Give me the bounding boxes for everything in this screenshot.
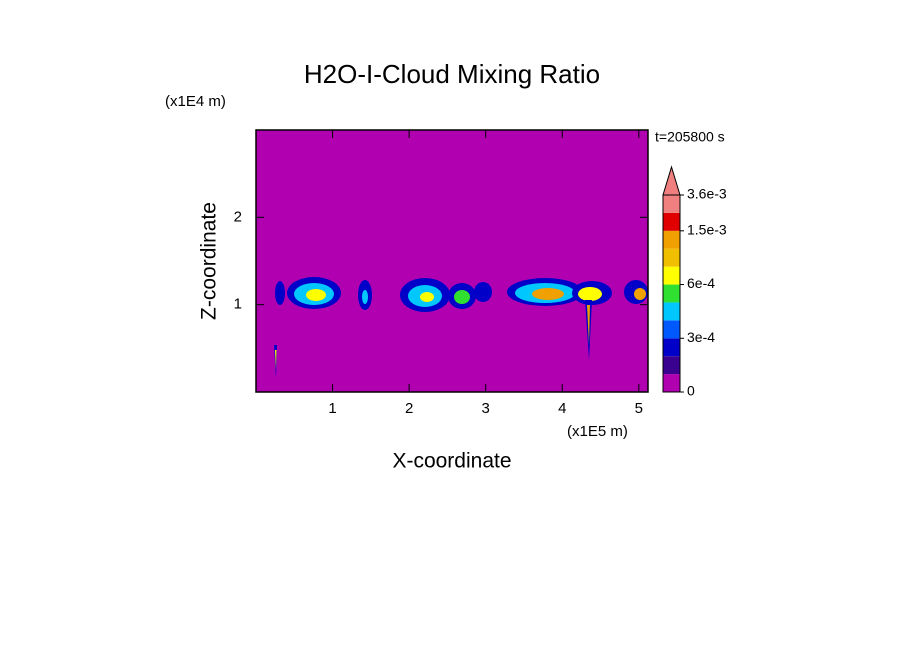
time-annotation: t=205800 s bbox=[655, 129, 725, 145]
colorbar-band bbox=[663, 248, 680, 267]
x-tick-label: 3 bbox=[482, 400, 490, 417]
x-unit: (x1E5 m) bbox=[567, 423, 628, 440]
x-tick-label: 1 bbox=[328, 400, 336, 417]
colorbar-band bbox=[663, 320, 680, 339]
colorbar-band bbox=[663, 212, 680, 231]
colorbar-band bbox=[663, 374, 680, 392]
colorbar-band bbox=[663, 284, 680, 303]
y-unit: (x1E4 m) bbox=[165, 93, 226, 110]
colorbar-tick-label: 0 bbox=[687, 383, 695, 399]
plot-frame bbox=[255, 129, 649, 393]
colorbar-band bbox=[663, 266, 680, 285]
y-tick-label: 1 bbox=[234, 296, 242, 313]
colorbar-tick-label: 6e-4 bbox=[687, 275, 715, 291]
chart-title: H2O-I-Cloud Mixing Ratio bbox=[304, 59, 600, 89]
colorbar-band bbox=[663, 356, 680, 375]
colorbar-band bbox=[663, 195, 680, 213]
colorbar-band bbox=[663, 338, 680, 357]
cloud-band bbox=[274, 277, 648, 378]
x-tick-label: 2 bbox=[405, 400, 413, 417]
colorbar-extension bbox=[662, 165, 681, 196]
y-tick-label: 2 bbox=[234, 208, 242, 225]
x-tick-label: 5 bbox=[635, 400, 643, 417]
colorbar-band bbox=[663, 302, 680, 321]
x-tick-label: 4 bbox=[558, 400, 566, 417]
x-axis-label: X-coordinate bbox=[392, 450, 511, 473]
colorbar-tick-label: 3.6e-3 bbox=[687, 186, 727, 202]
plot-background bbox=[256, 130, 648, 392]
colorbar-tick-label: 3e-4 bbox=[687, 329, 715, 345]
y-axis-label: Z-coordinate bbox=[198, 202, 221, 320]
cloud-features bbox=[274, 277, 648, 378]
colorbar-band bbox=[663, 230, 680, 249]
colorbar-tick-label: 1.5e-3 bbox=[687, 222, 727, 238]
